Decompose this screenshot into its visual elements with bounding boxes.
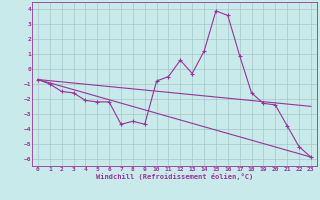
X-axis label: Windchill (Refroidissement éolien,°C): Windchill (Refroidissement éolien,°C) xyxy=(96,173,253,180)
